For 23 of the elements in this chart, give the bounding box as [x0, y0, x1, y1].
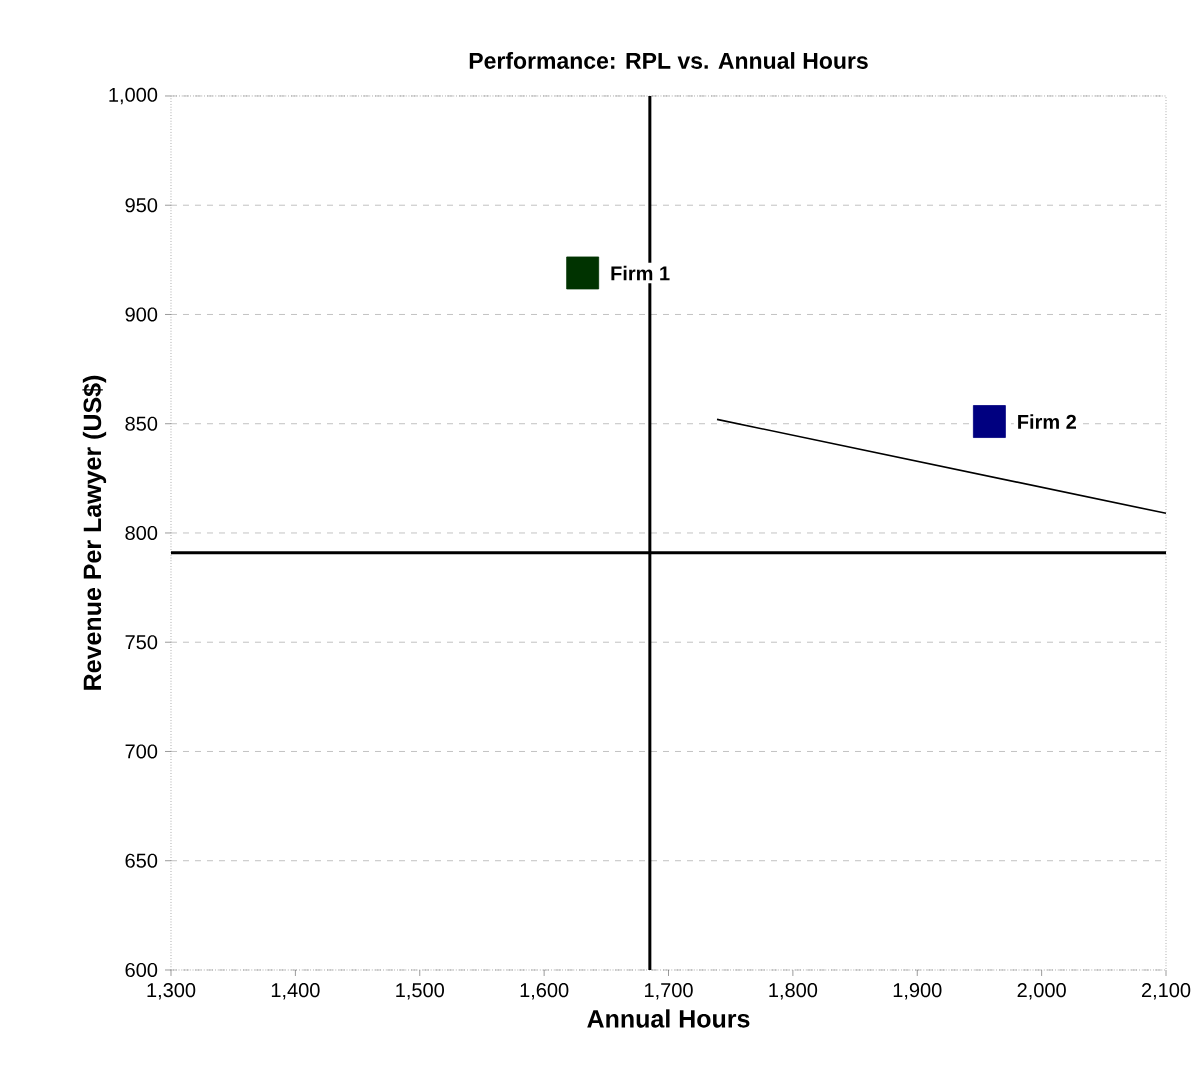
y-tick-label: 700 — [125, 744, 158, 759]
y-tick-label: 650 — [125, 853, 158, 868]
y-tick-label: 600 — [125, 962, 158, 978]
x-axis-title: Annual Hours — [587, 1009, 750, 1028]
x-tick-label: 1,800 — [769, 983, 818, 1000]
x-tick-label: 2,000 — [1017, 983, 1066, 1000]
x-tick-label: 1,400 — [271, 983, 320, 1000]
y-tick-label: 900 — [125, 307, 158, 322]
x-tick-label: 2,100 — [1141, 983, 1191, 1000]
y-tick-label: 850 — [125, 416, 158, 431]
x-tick-label: 1,600 — [520, 983, 569, 1000]
x-tick-label: 1,900 — [893, 983, 942, 1000]
chart-title: Performance: RPL vs. Annual Hours — [469, 52, 868, 69]
y-tick-label: 800 — [125, 525, 158, 541]
y-axis-title: Revenue Per Lawyer (US$) — [82, 375, 107, 690]
x-tick-label: 1,700 — [645, 983, 693, 1000]
y-tick-label: 1,000 — [109, 87, 158, 105]
x-tick-label: 1,500 — [396, 983, 444, 1000]
x-tick-label: 1,300 — [147, 983, 196, 1000]
series-label: Firm 1 — [611, 265, 670, 281]
y-tick-label: 950 — [125, 198, 158, 213]
y-tick-label: 750 — [125, 635, 158, 650]
series-label: Firm 2 — [1018, 414, 1076, 429]
